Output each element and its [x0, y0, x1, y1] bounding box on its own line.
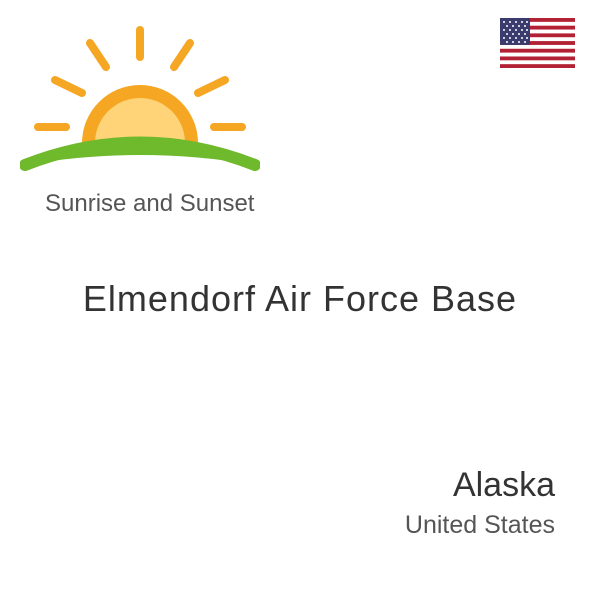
sunrise-icon [20, 15, 260, 215]
country-label: United States [405, 511, 555, 540]
sunrise-logo [20, 15, 260, 215]
country-flag [500, 18, 575, 68]
region-block: Alaska United States [405, 466, 555, 540]
us-flag-icon [500, 18, 575, 68]
region-label: Alaska [405, 466, 555, 505]
site-title: Sunrise and Sunset [45, 190, 254, 218]
location-name: Elmendorf Air Force Base [0, 278, 600, 320]
